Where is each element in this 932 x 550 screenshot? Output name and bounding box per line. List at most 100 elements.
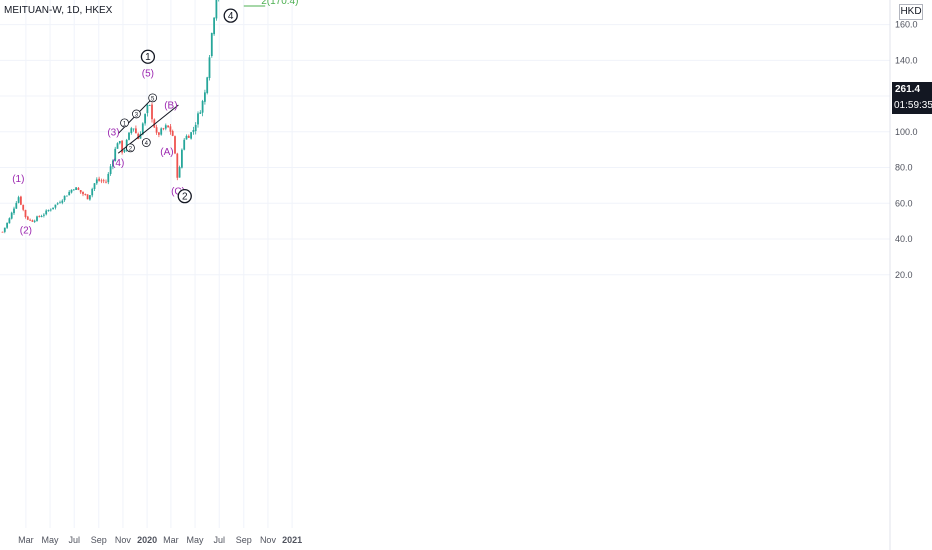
candle-body xyxy=(160,128,163,135)
candle-body xyxy=(158,132,160,135)
candle-body xyxy=(208,57,211,79)
symbol-header: MEITUAN-W, 1D, HKEX xyxy=(4,5,113,16)
candle-body xyxy=(148,105,151,106)
candle-body xyxy=(40,216,43,218)
time-tick-label: Nov xyxy=(115,535,132,545)
candle-body xyxy=(171,131,174,136)
candle-body xyxy=(174,136,176,154)
candle-body xyxy=(43,214,45,216)
price-tick-label: 60.0 xyxy=(895,198,913,208)
candle-body xyxy=(215,0,218,19)
candle-body xyxy=(84,194,87,195)
candle-body xyxy=(13,208,15,214)
candle-body xyxy=(31,220,34,222)
candle-body xyxy=(128,132,130,140)
bar-countdown: 01:59:35 xyxy=(892,98,932,114)
wave-labels: (1)(2)(3)(4)(5)(A)(B)(C)(a)(b)(c)Falling… xyxy=(12,68,185,237)
wave-label: (1) xyxy=(12,174,24,185)
wave-circle xyxy=(177,188,192,204)
candle-body xyxy=(93,183,96,189)
candle-body xyxy=(123,150,126,152)
candle-body xyxy=(72,189,75,191)
candle-body xyxy=(3,227,6,232)
candle-body xyxy=(10,212,13,219)
candle-body xyxy=(155,127,158,133)
candle-body xyxy=(194,124,197,132)
candle-body xyxy=(185,135,188,140)
wave-circle-label: 2 xyxy=(129,146,133,152)
candle-body xyxy=(153,119,156,128)
time-tick-label: 2020 xyxy=(137,535,157,545)
candle-body xyxy=(70,189,73,193)
candle-body xyxy=(109,166,112,174)
candle-body xyxy=(33,220,36,222)
candle-body xyxy=(105,181,107,183)
candle-body xyxy=(36,216,38,221)
wave-circle xyxy=(140,49,156,64)
candle-body xyxy=(91,188,94,196)
candle-body xyxy=(114,148,117,162)
candle-body xyxy=(102,180,105,182)
time-tick-label: May xyxy=(42,535,60,545)
candle-body xyxy=(151,104,153,120)
candle-body xyxy=(167,125,169,128)
candle-body xyxy=(86,194,89,200)
price-tick-label: 140.0 xyxy=(895,55,918,65)
candle-body xyxy=(178,167,181,178)
wave-circle xyxy=(120,118,129,128)
candle-body xyxy=(20,196,22,205)
candle-body xyxy=(121,140,123,153)
candle-body xyxy=(118,141,121,144)
candle-body xyxy=(56,203,59,205)
wave-label: (2) xyxy=(20,226,32,237)
candle-body xyxy=(29,219,31,221)
candle-body xyxy=(54,204,57,208)
wave-label: (B) xyxy=(164,101,177,112)
candle-body xyxy=(68,191,71,196)
candle-body xyxy=(183,139,186,150)
wave-label: (4) xyxy=(112,158,124,169)
candle-body xyxy=(47,210,50,212)
time-tick-label: Jul xyxy=(68,535,80,545)
candle-body xyxy=(164,125,167,129)
candle-body xyxy=(45,210,48,215)
candle-body xyxy=(38,216,41,217)
chart-grid xyxy=(0,0,890,528)
candle-body xyxy=(82,192,84,195)
candle-body xyxy=(192,130,195,132)
wave-count-labels: 123451234512345 xyxy=(120,8,238,204)
candle-body xyxy=(26,216,29,220)
candle-body xyxy=(49,209,52,211)
candle-body xyxy=(89,195,91,200)
candle-body xyxy=(146,104,149,114)
wave-label: (A) xyxy=(160,147,173,158)
wave-label: (C) xyxy=(171,186,185,197)
candle-body xyxy=(176,153,179,178)
candle-body xyxy=(213,17,215,35)
candle-body xyxy=(107,173,110,183)
candle-body xyxy=(8,218,11,224)
candle-body xyxy=(24,209,27,218)
candle-body xyxy=(181,149,183,168)
wave-label: (5) xyxy=(142,68,154,79)
candle-body xyxy=(139,134,142,139)
candle-body xyxy=(137,133,140,140)
candlestick-series xyxy=(1,0,220,234)
candle-body xyxy=(169,126,172,132)
candle-body xyxy=(77,187,80,190)
wave-circle xyxy=(141,138,151,147)
wave-circle xyxy=(126,143,135,153)
time-tick-label: Nov xyxy=(260,535,277,545)
fib-levels: 0(283.8)0.618(245.8)1(227.2)1.236(213.8)… xyxy=(243,0,298,7)
candle-body xyxy=(95,179,98,184)
candle-body xyxy=(6,222,8,228)
wave-circle-label: 3 xyxy=(135,112,139,118)
candle-body xyxy=(22,204,25,210)
currency-badge[interactable]: HKD xyxy=(899,4,923,20)
wave-circle-label: 1 xyxy=(123,121,127,127)
candle-body xyxy=(98,178,100,181)
wave-label: (3) xyxy=(107,127,119,138)
wave-circle xyxy=(132,109,141,119)
time-tick-label: Sep xyxy=(91,535,107,545)
